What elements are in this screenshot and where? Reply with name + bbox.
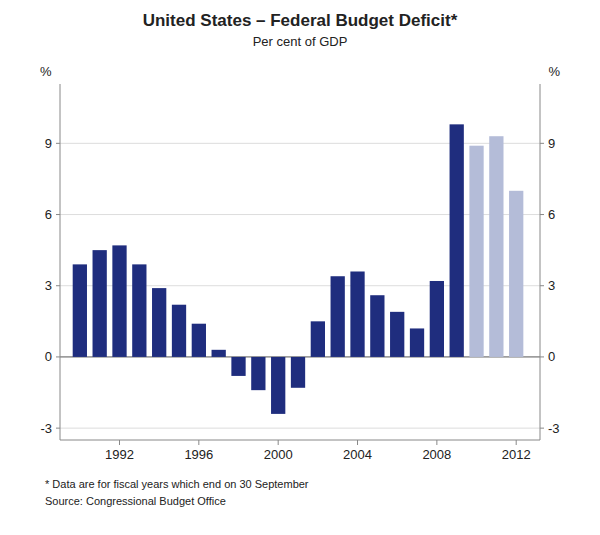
y2-tick — [540, 356, 544, 357]
y-tick-label: 9 — [45, 136, 52, 151]
title: United States – Federal Budget Deficit* — [143, 11, 458, 30]
y2-tick-label: 6 — [548, 207, 555, 222]
grid — [60, 143, 540, 428]
bar — [509, 191, 523, 357]
axes: 1992 1996 2000 2004 2008 2012 -3 0 3 6 9 -3 0 3 6 9 — [40, 84, 559, 462]
grid-line — [60, 285, 540, 286]
chart-container: United States – Federal Budget Deficit* P… — [0, 0, 600, 535]
y2-axis-line — [540, 84, 541, 440]
x-tick — [119, 440, 120, 445]
bar — [331, 276, 345, 357]
bar — [370, 295, 384, 357]
footnote: * Data are for fiscal years which end on… — [45, 478, 309, 490]
y2-tick-label: -3 — [548, 421, 560, 436]
bar — [152, 288, 166, 357]
grid-line — [60, 428, 540, 429]
y2-tick — [540, 143, 544, 144]
x-tick — [357, 440, 358, 445]
y-tick-label: -3 — [40, 421, 52, 436]
grid-line — [60, 214, 540, 215]
y2-tick — [540, 285, 544, 286]
bar — [450, 124, 464, 357]
y-tick — [56, 428, 60, 429]
y2-tick — [540, 428, 544, 429]
bar — [291, 357, 305, 388]
bar — [172, 305, 186, 357]
background — [0, 0, 600, 535]
x-tick — [436, 440, 437, 445]
x-tick-label: 1996 — [184, 447, 213, 462]
bar — [192, 324, 206, 357]
y-axis-line — [60, 84, 61, 440]
y2-tick-label: 9 — [548, 136, 555, 151]
bar — [73, 264, 87, 357]
bars — [73, 124, 524, 414]
bar — [231, 357, 245, 376]
x-tick-label: 2000 — [264, 447, 293, 462]
x-tick — [278, 440, 279, 445]
y2-tick-label: 3 — [548, 278, 555, 293]
y-tick-label: 3 — [45, 278, 52, 293]
bar — [390, 312, 404, 357]
chart: United States – Federal Budget Deficit* P… — [0, 0, 600, 535]
x-tick — [516, 440, 517, 445]
bar — [251, 357, 265, 390]
y-tick — [56, 285, 60, 286]
bar — [271, 357, 285, 414]
y2-tick — [540, 214, 544, 215]
y2-tick-label: 0 — [548, 349, 555, 364]
y-tick — [56, 143, 60, 144]
bar — [212, 350, 226, 357]
y-tick-label: 6 — [45, 207, 52, 222]
bar — [112, 245, 126, 357]
bar — [489, 136, 503, 357]
x-tick-label: 2012 — [502, 447, 531, 462]
x-axis-line — [60, 440, 540, 441]
x-tick-label: 2004 — [343, 447, 372, 462]
bar — [430, 281, 444, 357]
bar — [132, 264, 146, 357]
y-tick-label: 0 — [45, 349, 52, 364]
y-tick — [56, 356, 60, 357]
x-tick — [198, 440, 199, 445]
x-tick-label: 2008 — [422, 447, 451, 462]
bar — [469, 146, 483, 357]
y-tick — [56, 214, 60, 215]
y-axis-label: % — [40, 64, 52, 79]
footnote: Source: Congressional Budget Office — [45, 495, 226, 507]
bar — [350, 271, 364, 356]
x-tick-label: 1992 — [105, 447, 134, 462]
grid-line — [60, 143, 540, 144]
subtitle: Per cent of GDP — [253, 34, 348, 49]
bar — [311, 321, 325, 357]
y2-axis-label: % — [548, 64, 560, 79]
bar — [93, 250, 107, 357]
bar — [410, 328, 424, 356]
